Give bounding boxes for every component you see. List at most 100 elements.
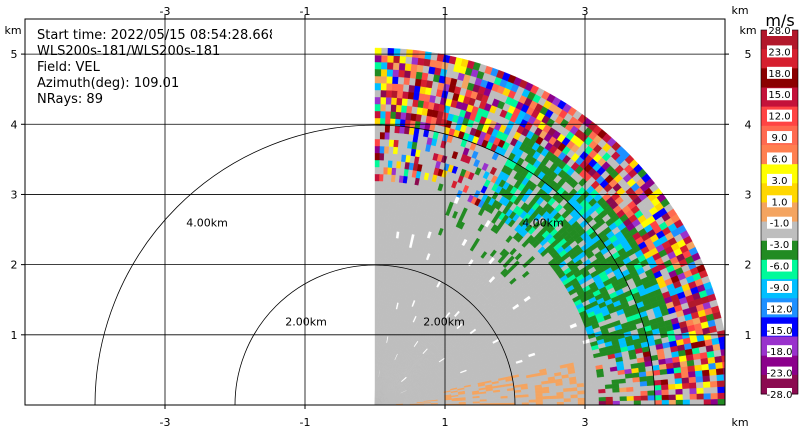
gate-cell	[405, 112, 412, 121]
colorbar-label: 9.0	[772, 133, 788, 144]
gate-cell	[390, 174, 396, 183]
gate-cell	[667, 372, 676, 380]
gate-cell	[387, 160, 393, 168]
y-unit-label-left: km	[4, 24, 21, 37]
gate-cell	[402, 140, 409, 149]
gate-cell	[384, 124, 391, 133]
gate-cell	[397, 139, 404, 148]
gate-cell	[374, 103, 381, 112]
gate-cell	[708, 368, 717, 376]
colorbar-label: 1.0	[772, 197, 788, 208]
x-unit-label-bottom: km	[731, 416, 748, 429]
gate-cell	[379, 124, 386, 133]
gate-cell	[708, 362, 717, 370]
gate-cell	[647, 399, 656, 405]
gate-cell	[682, 393, 691, 400]
gate-cell	[668, 383, 676, 390]
gate-cell	[374, 222, 379, 231]
gate-cell	[379, 250, 384, 259]
gate-cell	[394, 118, 401, 127]
gate-cell	[409, 70, 417, 79]
gate-cell	[584, 400, 593, 405]
gate-cell	[374, 376, 376, 385]
gate-cell	[404, 63, 412, 72]
gate-cell	[398, 125, 405, 134]
gate-cell	[374, 348, 377, 357]
range-ring-label: 4.00km	[186, 216, 228, 229]
gate-cell	[626, 400, 635, 405]
gate-cell	[387, 153, 394, 161]
x-tick-label-bottom: -1	[300, 416, 311, 429]
gate-cell	[381, 201, 386, 210]
gate-cell	[654, 384, 662, 391]
gate-cell	[374, 54, 382, 63]
info-line: Start time: 2022/05/15 08:54:28.668	[37, 28, 277, 43]
colorbar-label: -28.0	[767, 390, 793, 401]
gate-cell	[380, 75, 387, 84]
gate-cell	[528, 396, 537, 400]
gate-cell	[570, 397, 579, 402]
gate-cell	[405, 49, 413, 58]
gate-cell	[396, 83, 404, 92]
gate-cell	[654, 389, 663, 396]
gate-cell	[378, 166, 384, 175]
gate-cell	[395, 97, 403, 106]
gate-cell	[612, 391, 621, 397]
gate-cell	[577, 401, 586, 405]
gate-cell	[633, 390, 642, 397]
gate-cell	[707, 356, 716, 364]
gate-cell	[397, 69, 405, 78]
gate-cell	[385, 96, 392, 105]
gate-cell	[417, 57, 425, 66]
gate-cell	[659, 368, 668, 375]
gate-cell	[591, 396, 600, 402]
gate-cell	[719, 342, 725, 350]
gate-cell	[639, 380, 648, 387]
y-tick-label-right: 2	[745, 259, 752, 272]
gate-cell	[374, 138, 380, 147]
x-tick-label-bottom: -3	[160, 416, 171, 429]
gate-cell	[646, 380, 655, 386]
gate-cell	[384, 110, 391, 119]
gate-cell	[570, 394, 579, 399]
x-tick-label-bottom: 3	[582, 416, 589, 429]
gate-cell	[716, 373, 725, 382]
gate-cell	[374, 369, 376, 378]
gate-cell	[640, 385, 648, 392]
gate-cell	[374, 229, 379, 238]
gate-cell	[422, 65, 430, 74]
gate-cell	[640, 399, 649, 405]
gate-cell	[374, 194, 379, 203]
colorbar-label: 3.0	[772, 176, 788, 187]
colorbar-label: -6.0	[770, 262, 790, 273]
gate-cell	[415, 71, 423, 80]
gate-cell	[680, 365, 689, 373]
gate-cell	[668, 394, 677, 401]
gate-cell	[389, 125, 396, 133]
gate-cell	[563, 401, 572, 405]
gate-cell	[380, 243, 384, 252]
gate-cell	[591, 388, 599, 394]
gate-cell	[598, 388, 606, 394]
gate-cell	[716, 380, 725, 388]
colorbar-label: 6.0	[772, 154, 788, 165]
gate-cell	[374, 334, 377, 343]
gate-cell	[688, 376, 697, 384]
gate-cell	[380, 61, 388, 70]
info-line: NRays: 89	[37, 92, 103, 107]
info-line: Azimuth(deg): 109.01	[37, 76, 179, 91]
gate-cell	[632, 381, 641, 387]
gate-cell	[619, 400, 628, 405]
gate-cell	[390, 104, 397, 112]
gate-cell	[391, 90, 398, 99]
gate-cell	[682, 388, 691, 395]
gate-cell	[395, 167, 401, 176]
gate-cell	[675, 388, 684, 395]
gate-cell	[374, 201, 379, 210]
colorbar-label: 18.0	[768, 69, 790, 80]
gate-cell	[377, 222, 382, 231]
gate-cell	[721, 355, 725, 363]
gate-cell	[374, 124, 381, 133]
gate-cell	[403, 70, 411, 79]
